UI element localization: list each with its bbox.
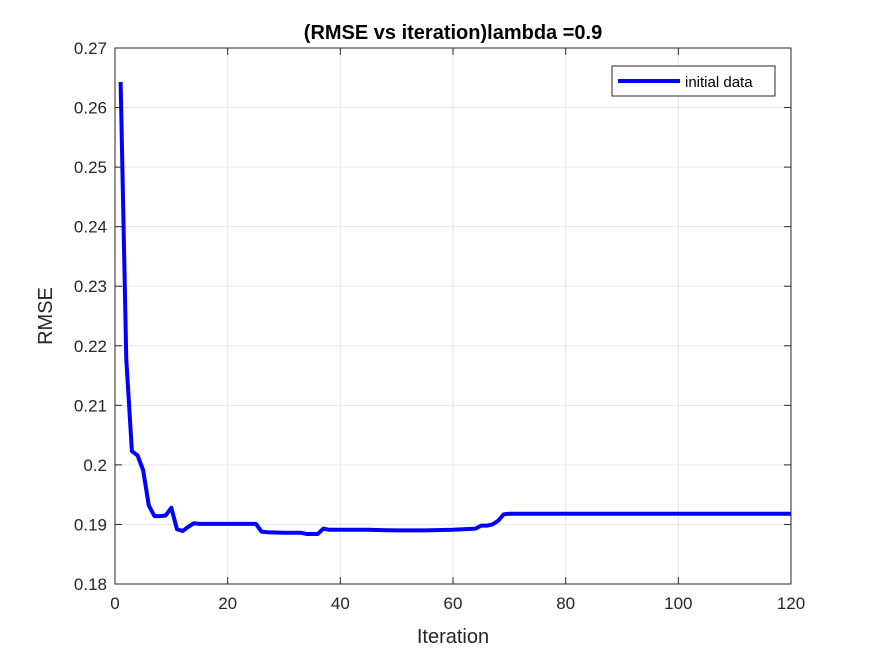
- x-tick-label: 0: [110, 594, 119, 613]
- y-tick-label: 0.27: [74, 39, 107, 58]
- y-tick-label: 0.23: [74, 277, 107, 296]
- x-tick-label: 80: [556, 594, 575, 613]
- y-tick-label: 0.18: [74, 575, 107, 594]
- y-tick-label: 0.19: [74, 515, 107, 534]
- x-tick-label: 100: [664, 594, 692, 613]
- y-tick-label: 0.21: [74, 396, 107, 415]
- chart-title: (RMSE vs iteration)lambda =0.9: [304, 22, 602, 44]
- x-tick-label: 20: [218, 594, 237, 613]
- axes: [114, 47, 792, 585]
- series-group: [118, 81, 791, 536]
- y-tick-label: 0.25: [74, 158, 107, 177]
- legend: initial data: [611, 65, 776, 97]
- y-tick-label: 0.24: [74, 218, 107, 237]
- x-tick-label: 40: [331, 594, 350, 613]
- x-tick-label: 120: [777, 594, 805, 613]
- y-axis-label: RMSE: [35, 287, 57, 345]
- x-axis-label: Iteration: [417, 626, 489, 648]
- y-tick-label: 0.26: [74, 99, 107, 118]
- y-tick-label: 0.2: [83, 456, 107, 475]
- x-tick-label: 60: [444, 594, 463, 613]
- legend-label: initial data: [685, 74, 753, 91]
- series-line-initial-data: [118, 81, 791, 536]
- y-tick-label: 0.22: [74, 337, 107, 356]
- tick-labels: 0 20 40 60 80 100 120 0.18 0.19 0.2 0.21 0.22 0.23 0.…: [74, 39, 805, 613]
